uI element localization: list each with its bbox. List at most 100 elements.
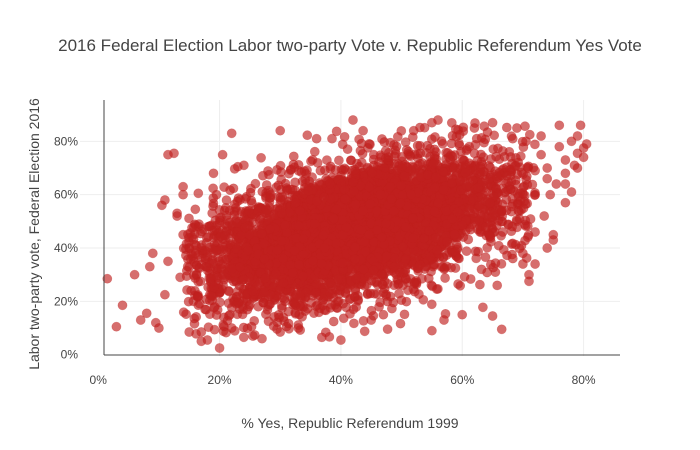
scatter-point (413, 160, 423, 171)
scatter-point (376, 269, 387, 280)
scatter-point (412, 140, 423, 151)
scatter-point (307, 172, 317, 182)
scatter-point (385, 181, 396, 192)
scatter-point (351, 302, 362, 312)
scatter-point (264, 169, 274, 180)
scatter-point (446, 138, 457, 149)
scatter-point (430, 182, 440, 193)
scatter-point (506, 201, 517, 212)
scatter-point (430, 233, 441, 243)
scatter-point (520, 121, 530, 132)
scatter-point (480, 222, 491, 233)
scatter-point (436, 136, 447, 146)
scatter-point (231, 291, 242, 302)
scatter-point (465, 274, 476, 284)
scatter-point (382, 324, 393, 335)
scatter-point (333, 155, 344, 166)
scatter-point (256, 152, 266, 163)
scatter-point (358, 125, 368, 136)
scatter-point (205, 273, 216, 284)
scatter-point (425, 251, 436, 262)
scatter-point (207, 254, 218, 265)
scatter-point (189, 318, 200, 329)
scatter-point (377, 279, 388, 289)
scatter-point (438, 184, 449, 195)
scatter-point (527, 179, 538, 190)
scatter-point (457, 220, 468, 231)
scatter-point (192, 291, 203, 302)
scatter-point (348, 186, 359, 196)
scatter-point (381, 251, 392, 262)
scatter-point (480, 252, 491, 263)
scatter-point (217, 241, 228, 252)
scatter-point (440, 273, 450, 283)
scatter-point (278, 278, 289, 288)
scatter-point (482, 242, 493, 253)
scatter-point (215, 215, 226, 226)
scatter-point (348, 318, 359, 329)
scatter-point (193, 300, 204, 311)
scatter-point (182, 285, 192, 295)
scatter-point (503, 219, 514, 230)
scatter-point (331, 204, 342, 215)
scatter-point (403, 146, 414, 157)
scatter-point (183, 296, 194, 307)
scatter-point (455, 280, 466, 291)
scatter-point (276, 174, 287, 185)
scatter-point (396, 180, 407, 191)
scatter-point (219, 182, 230, 192)
scatter-point (206, 290, 216, 301)
scatter-point (474, 279, 485, 290)
scatter-point (463, 234, 474, 245)
scatter-point (281, 227, 292, 238)
scatter-point (287, 299, 298, 310)
scatter-point (341, 302, 352, 313)
scatter-point (244, 301, 254, 312)
scatter-point (501, 170, 512, 181)
scatter-point (238, 322, 249, 333)
scatter-point (369, 288, 380, 299)
scatter-point (388, 297, 399, 308)
scatter-point (275, 195, 286, 205)
scatter-point (207, 208, 218, 218)
scatter-point (293, 220, 304, 231)
scatter-point (507, 133, 518, 144)
scatter-point (392, 131, 403, 142)
scatter-point (409, 277, 420, 288)
scatter-point (188, 270, 199, 281)
scatter-point (302, 303, 313, 314)
scatter-point (342, 144, 353, 155)
scatter-point (445, 154, 456, 165)
scatter-point (243, 205, 254, 216)
scatter-point (395, 318, 406, 329)
scatter-point (339, 163, 350, 174)
scatter-point (328, 316, 339, 327)
scatter-point (426, 299, 437, 310)
scatter-point (195, 228, 206, 239)
scatter-point (182, 254, 193, 265)
scatter-point (458, 122, 469, 133)
scatter-point (477, 302, 488, 313)
scatter-point (250, 178, 261, 189)
scatter-point (399, 309, 410, 320)
scatter-point (339, 131, 350, 142)
scatter-point (265, 189, 276, 200)
scatter-point (324, 331, 335, 342)
scatter-point (515, 188, 525, 199)
scatter-point (223, 285, 234, 296)
scatter-point (510, 160, 520, 171)
scatter-point (507, 253, 518, 264)
scatter-point (359, 326, 370, 337)
scatter-point (302, 130, 313, 141)
scatter-point (221, 195, 232, 205)
scatter-point (484, 231, 495, 242)
scatter-point (325, 163, 336, 174)
scatter-point (464, 203, 475, 214)
scatter-point (334, 288, 345, 299)
scatter-point (501, 122, 512, 133)
scatter-point (228, 183, 239, 194)
scatter-point (499, 151, 510, 162)
scatter-point (400, 137, 411, 147)
scatter-point (254, 215, 265, 226)
scatter-point (452, 242, 463, 253)
